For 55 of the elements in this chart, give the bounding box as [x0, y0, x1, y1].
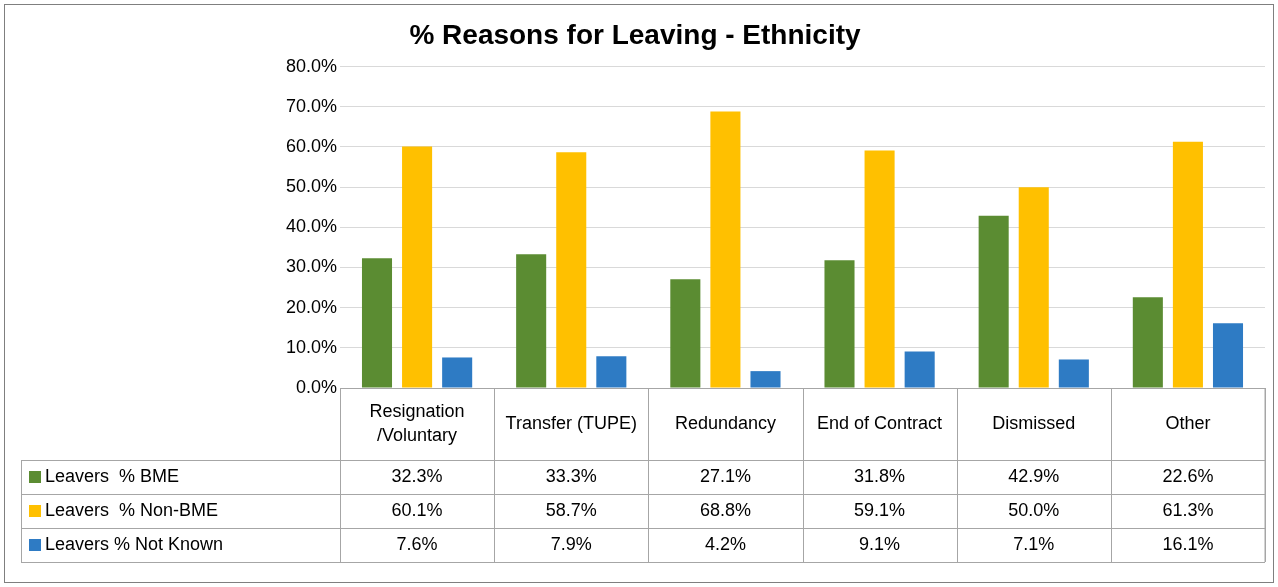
y-tick-label: 0.0% — [295, 376, 337, 397]
data-label: 33.3% — [545, 465, 597, 486]
data-label: 16.1% — [1162, 533, 1214, 554]
data-label: 7.6% — [396, 533, 438, 554]
x-tick-label: Transfer (TUPE) — [505, 412, 637, 433]
data-label: 4.2% — [704, 533, 746, 554]
bar — [750, 371, 781, 388]
bar — [864, 150, 895, 388]
data-label: 32.3% — [391, 465, 443, 486]
y-tick-label: 80.0% — [285, 55, 337, 76]
legend-label: Leavers % Not Known — [45, 533, 224, 554]
bar — [1212, 323, 1244, 388]
bar — [1172, 141, 1203, 388]
legend-label: Leavers % BME — [45, 465, 180, 486]
legend-label: Leavers % Non-BME — [45, 499, 219, 520]
chart-title: % Reasons for Leaving - Ethnicity — [409, 18, 862, 50]
data-label: 60.1% — [391, 499, 443, 520]
bar — [1058, 359, 1089, 388]
bar — [442, 357, 473, 388]
bar — [516, 254, 547, 388]
bar — [670, 279, 701, 388]
data-label: 42.9% — [1008, 465, 1060, 486]
x-tick-label: End of Contract — [817, 412, 943, 433]
data-label: 59.1% — [854, 499, 906, 520]
y-tick-label: 20.0% — [285, 296, 337, 317]
y-tick-label: 40.0% — [285, 216, 337, 237]
x-tick-label: Dismissed — [992, 412, 1076, 433]
data-label: 61.3% — [1162, 499, 1214, 520]
y-tick-label: 70.0% — [285, 95, 337, 116]
data-label: 22.6% — [1162, 465, 1214, 486]
data-label: 9.1% — [859, 533, 901, 554]
bar — [556, 152, 587, 388]
bar — [596, 356, 627, 388]
y-tick-label: 10.0% — [285, 336, 337, 357]
data-label: 27.1% — [699, 465, 751, 486]
x-tick-label: Resignation/Voluntary — [369, 400, 465, 445]
data-label: 7.1% — [1013, 533, 1055, 554]
y-tick-label: 30.0% — [285, 256, 337, 277]
bar — [904, 351, 935, 388]
bar — [361, 258, 393, 388]
y-tick-label: 50.0% — [285, 176, 337, 197]
data-label: 31.8% — [854, 465, 906, 486]
data-label: 7.9% — [550, 533, 592, 554]
x-tick-label: Redundancy — [674, 412, 776, 433]
y-tick-label: 60.0% — [285, 135, 337, 156]
data-label: 50.0% — [1008, 499, 1060, 520]
bar — [402, 146, 433, 388]
data-label: 58.7% — [545, 499, 597, 520]
bar — [710, 111, 741, 388]
bar — [1018, 187, 1049, 388]
x-tick-label: Other — [1165, 412, 1211, 433]
data-label: 68.8% — [699, 499, 751, 520]
bar — [978, 215, 1009, 388]
bar — [824, 260, 855, 388]
bar — [1132, 297, 1163, 388]
